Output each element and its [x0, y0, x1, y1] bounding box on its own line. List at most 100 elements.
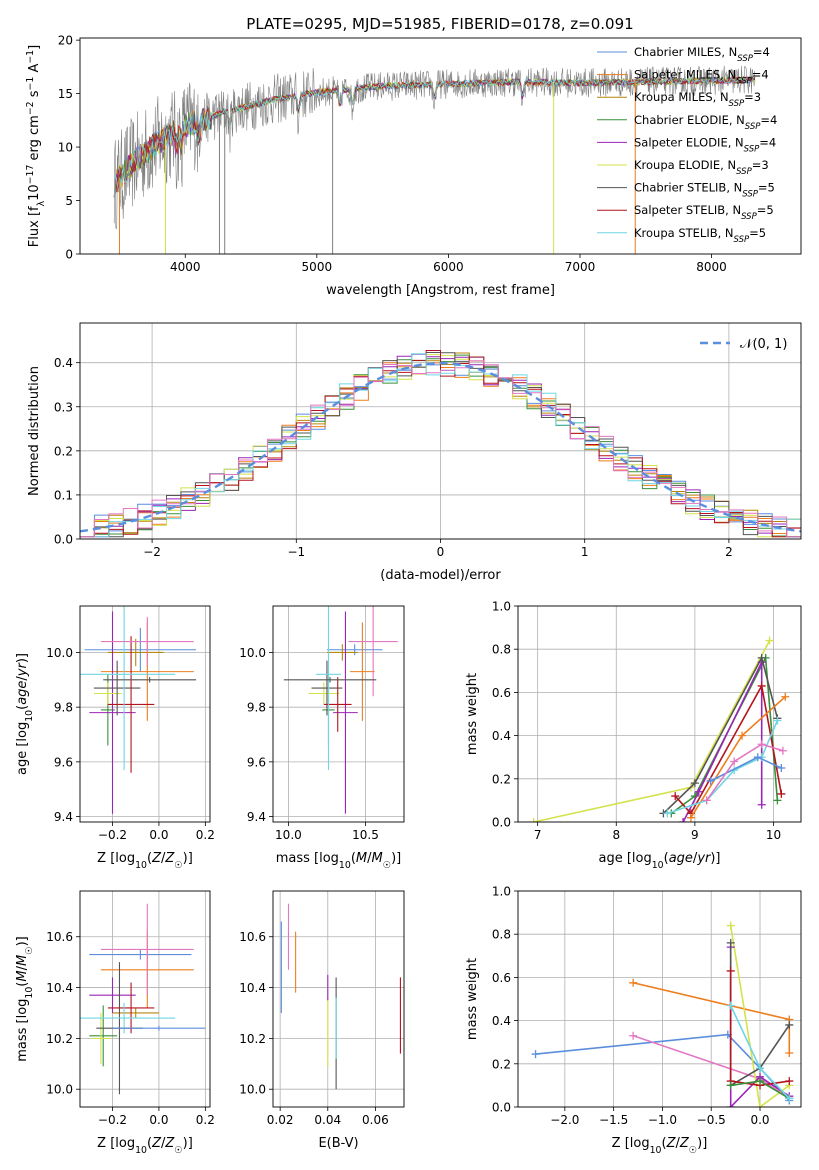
- weight-marker: [629, 978, 638, 987]
- x-tick-label: 10: [766, 828, 781, 842]
- axes-residuals: −2 −1 0 1 2 0.0 0.1 0.2 0.3 0.4 𝒩(0, 1) (data-model…: [27, 322, 802, 583]
- label-part: ☉: [24, 946, 35, 954]
- y-tick-label: 0.0: [492, 816, 511, 830]
- weight-marker: [671, 792, 680, 801]
- label-part: 10: [135, 1145, 147, 1156]
- plot-area: [80, 350, 801, 538]
- weight-marker: [785, 1094, 794, 1103]
- axes-spectrum: 4000 5000 6000 7000 8000 0 5 10 15 20 wavelength […: [25, 34, 802, 298]
- label-part: )]: [183, 1136, 193, 1151]
- label-part: 10: [652, 860, 664, 871]
- legend-entry: Chabrier ELODIE, NSSP=4: [634, 113, 777, 132]
- y-tick-label: 9.8: [54, 701, 73, 715]
- weight-marker: [757, 800, 766, 809]
- y-tick-label: 9.8: [247, 701, 266, 715]
- legend-entry: Kroupa ELODIE, NSSP=3: [634, 158, 769, 177]
- label-part: (: [15, 982, 30, 987]
- y-axis-label: Normed distribution: [27, 366, 42, 496]
- x-axis-label: Z [log10(Z/Z☉)]: [97, 1136, 193, 1156]
- legend-tail: =3: [744, 90, 761, 104]
- x-tick-label: 8000: [696, 260, 727, 274]
- y-tick-label: 0.6: [492, 686, 511, 700]
- label-part: )]: [391, 851, 401, 866]
- label-part: −2: [25, 101, 36, 115]
- legend-entry: Chabrier MILES, NSSP=4: [634, 45, 770, 64]
- weight-marker: [757, 681, 766, 690]
- y-tick-label: 0.4: [492, 729, 511, 743]
- x-axis-label: wavelength [Angstrom, rest frame]: [326, 283, 555, 298]
- weight-marker: [785, 1020, 794, 1029]
- axes-frame: [272, 890, 405, 1108]
- x-axis-label: E(B-V): [318, 1136, 358, 1151]
- legend-text: Chabrier MILES, N: [634, 45, 737, 59]
- weight-marker: [757, 740, 766, 749]
- weight-marker: [531, 1050, 540, 1059]
- weight-line-salpeter-elodie: [682, 661, 763, 822]
- spectrum-data-line: [113, 65, 755, 230]
- axes-age_vs_Z: −0.2 0.0 0.29.49.69.810.0Z [log10(Z/Z☉)]ag…: [15, 605, 215, 871]
- label-part: )]: [710, 851, 720, 866]
- label-part: )]: [15, 936, 30, 946]
- x-axis-label: (data-model)/error: [380, 568, 501, 583]
- axes-frame: [517, 605, 802, 823]
- label-part: λ: [36, 200, 47, 206]
- label-part: ☉: [383, 860, 391, 871]
- weight-line-salpeter-stelib: [674, 683, 783, 815]
- label-part: age: [15, 681, 30, 705]
- label-part: 10: [339, 860, 351, 871]
- axes-mass_vs_ebv: 0.02 0.04 0.06 10.0 10.2 10.4 10.6 E(B-V): [239, 890, 405, 1151]
- y-tick-label: 0: [65, 248, 73, 262]
- label-part: −1: [25, 77, 36, 91]
- x-tick-label: −0.2: [98, 828, 127, 842]
- y-tick-label: 15: [58, 87, 73, 101]
- y-tick-label: 9.4: [54, 810, 73, 824]
- x-tick-label: 10.0: [275, 828, 302, 842]
- plot-area: [280, 903, 401, 1090]
- x-tick-label: 0.0: [149, 1113, 168, 1127]
- legend-text: Chabrier STELIB, N: [634, 181, 742, 195]
- x-axis-label: Z [log10(Z/Z☉)]: [97, 851, 193, 871]
- y-axis-label: mass [log10(M/M☉)]: [15, 936, 35, 1062]
- label-part: /: [15, 965, 30, 970]
- weight-marker: [765, 636, 774, 645]
- legend-entry: Salpeter ELODIE, NSSP=4: [634, 135, 776, 154]
- axes-frame: [79, 605, 211, 823]
- x-tick-label: 0.2: [196, 828, 215, 842]
- x-axis-label: mass [log10(M/M☉)]: [276, 851, 402, 871]
- label-part: (: [662, 1136, 667, 1151]
- y-tick-label: 9.4: [247, 810, 266, 824]
- legend-sub: SSP: [745, 122, 761, 132]
- x-tick-label: 0.02: [267, 1113, 294, 1127]
- x-tick-label: 4000: [170, 260, 201, 274]
- weight-marker: [686, 813, 695, 822]
- weight-marker: [730, 757, 739, 766]
- plot-area: [283, 606, 398, 814]
- weight-marker: [702, 796, 711, 805]
- legend-tail: =4: [759, 135, 776, 149]
- histogram-step-pink: [80, 360, 801, 538]
- y-tick-label: 0.2: [54, 444, 73, 458]
- y-tick-label: 10.2: [46, 1032, 73, 1046]
- label-part: (: [147, 851, 152, 866]
- gaussian-curve: [80, 361, 801, 533]
- x-tick-label: 7000: [565, 260, 596, 274]
- legend-sub: SSP: [729, 99, 745, 109]
- x-tick-label: 0.04: [314, 1113, 341, 1127]
- label-part: Z: [151, 851, 162, 866]
- weight-marker: [777, 789, 786, 798]
- x-tick-label: −2.0: [550, 1113, 579, 1127]
- weight-marker: [629, 1031, 638, 1040]
- plot-area: [80, 903, 206, 1095]
- y-tick-label: 9.6: [247, 755, 266, 769]
- x-tick-label: 1: [581, 545, 589, 559]
- y-tick-label: 10.6: [239, 930, 266, 944]
- x-tick-label: −0.5: [697, 1113, 726, 1127]
- axes-weight_vs_Z: −2.0 −1.5 −1.0 −0.5 0.0 0.0 0.2 0.4 0.6 0.8 1.0 Z […: [465, 885, 802, 1156]
- legend-text: Kroupa STELIB, N: [634, 226, 734, 240]
- label-part: yr: [15, 661, 30, 677]
- y-axis-label: mass weight: [465, 673, 480, 755]
- legend-tail: =4: [760, 113, 777, 127]
- x-tick-label: −1.5: [599, 1113, 628, 1127]
